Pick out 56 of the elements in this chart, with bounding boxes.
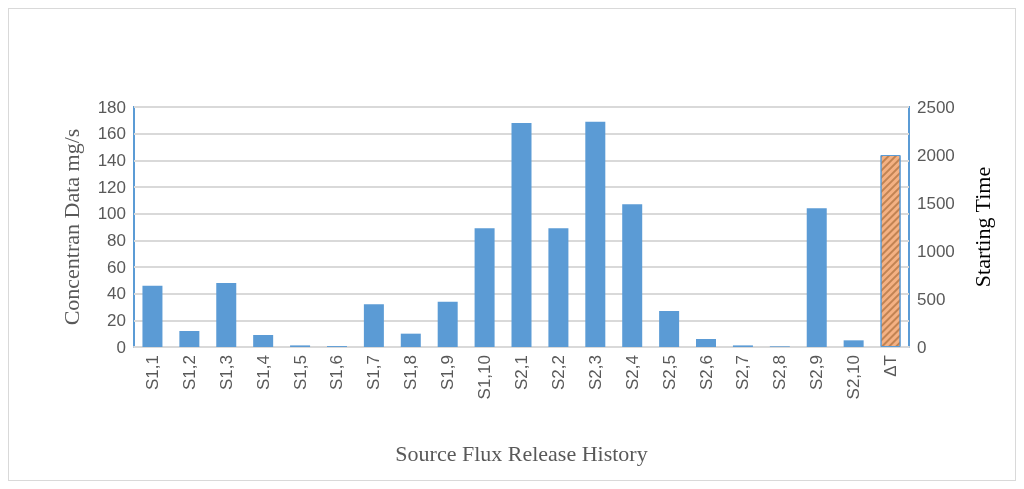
bar — [511, 123, 532, 347]
y-tick-label: 60 — [107, 257, 126, 277]
bar — [696, 339, 717, 347]
bar — [216, 283, 237, 347]
bar — [843, 340, 864, 347]
y-tick-label: 40 — [107, 284, 126, 304]
x-tick-label: S2,8 — [770, 355, 790, 390]
x-tick-label: S1,8 — [401, 355, 421, 390]
x-tick-label: S2,10 — [844, 355, 864, 400]
y2-tick-label: 2500 — [917, 97, 955, 117]
x-tick-label: S2,9 — [807, 355, 827, 390]
y2-tick-label: 1500 — [917, 193, 955, 213]
x-tick-label: S1,6 — [327, 355, 347, 390]
y2-tick-label: 1000 — [917, 241, 955, 261]
y-tick-label: 20 — [107, 310, 126, 330]
y-tick-label: 0 — [116, 337, 126, 357]
x-tick-label: S2,3 — [585, 355, 605, 390]
bar — [474, 228, 495, 347]
bar — [142, 285, 163, 347]
x-axis-title: Source Flux Release History — [395, 440, 648, 466]
bar — [806, 208, 827, 347]
x-tick-label: S1,7 — [364, 355, 384, 390]
y-tick-label: 180 — [97, 97, 126, 117]
bar — [363, 304, 384, 347]
x-tick-label: S1,2 — [179, 355, 199, 390]
x-tick-label: S2,1 — [512, 355, 531, 390]
y-tick-label: 120 — [97, 177, 126, 197]
y2-tick-label: 0 — [917, 337, 927, 357]
y-tick-label: 140 — [97, 150, 126, 170]
x-tick-label: S2,6 — [696, 355, 716, 390]
y2-axis-title: Starting Time — [969, 166, 995, 288]
x-tick-label: S1,1 — [142, 355, 162, 390]
x-tick-label: S2,5 — [659, 355, 679, 390]
y2-tick-label: 2000 — [917, 145, 955, 165]
bar — [659, 311, 680, 347]
x-tick-label: S1,10 — [475, 355, 495, 400]
y-tick-label: 160 — [97, 124, 126, 144]
x-tick-label: S2,7 — [733, 355, 753, 390]
x-tick-label: S1,9 — [438, 355, 458, 390]
bar — [400, 333, 421, 347]
x-tick-label: S1,4 — [253, 355, 273, 390]
y-tick-label: 100 — [97, 204, 126, 224]
bar — [179, 331, 200, 347]
bar — [437, 301, 458, 347]
x-tick-label: S1,5 — [290, 355, 310, 390]
bar — [585, 121, 606, 347]
bar — [253, 335, 274, 347]
x-tick-label: S2,4 — [622, 355, 642, 390]
bar — [622, 204, 643, 347]
x-tick-label: S1,3 — [216, 355, 236, 390]
y-axis-title: Concentran Data mg/s — [58, 128, 84, 326]
x-tick-label: S2,2 — [548, 355, 568, 390]
y-tick-label: 80 — [107, 230, 126, 250]
x-tick-label: ΔT — [881, 355, 901, 377]
bar — [548, 228, 569, 347]
y2-tick-label: 500 — [917, 289, 946, 309]
